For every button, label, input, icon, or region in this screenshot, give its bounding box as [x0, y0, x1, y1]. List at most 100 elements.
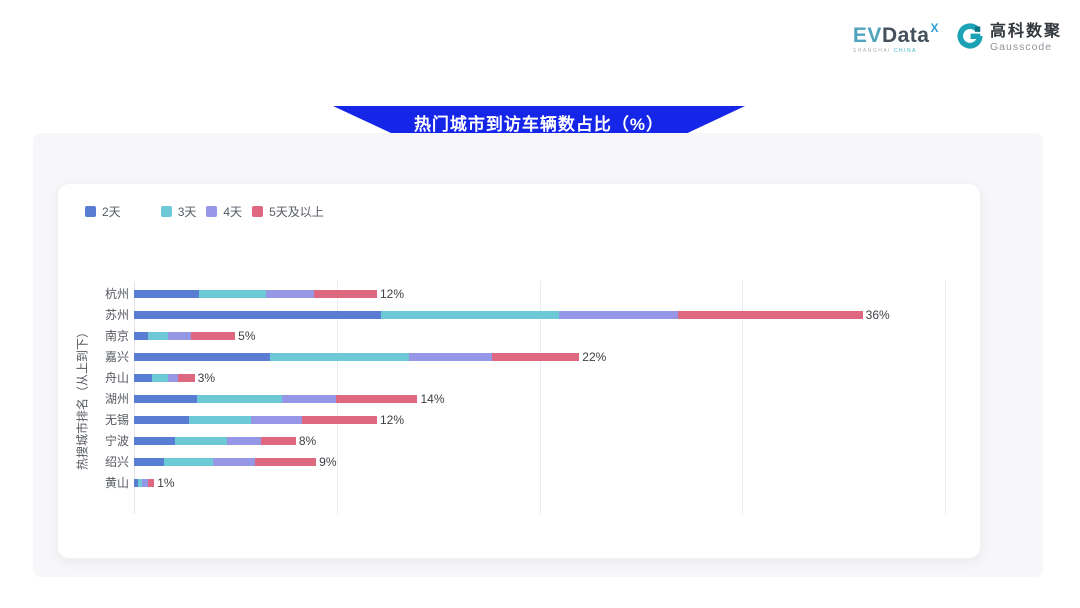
bar-segment [134, 373, 153, 382]
legend-item[interactable]: 4天 [206, 203, 242, 220]
bar-segment [269, 352, 410, 361]
bar-segment [336, 394, 418, 403]
bar-segment [251, 415, 303, 424]
bar-total-label: 12% [379, 412, 404, 427]
bar-segment [212, 457, 256, 466]
bar-track [134, 436, 296, 445]
bar-segment [227, 436, 262, 445]
chart-row: 杭州 12% [58, 283, 978, 304]
category-label: 无锡 [104, 413, 129, 427]
bar-segment [678, 310, 863, 319]
bar-total-label: 9% [319, 454, 337, 469]
evdata-logo: EVDataX SHANGHAI CHINA [853, 22, 939, 54]
bar-segment [152, 373, 169, 382]
bar-segment [409, 352, 493, 361]
bar-segment [134, 415, 189, 424]
bar-segment [134, 331, 149, 340]
legend-label: 2天 [102, 205, 121, 219]
bar-total-label: 22% [582, 349, 607, 364]
evdata-wordmark: EVDataX [853, 22, 939, 46]
gausscode-logo: 高科数聚 Gausscode [957, 23, 1062, 54]
category-label: 南京 [104, 329, 129, 343]
bar-track [134, 457, 317, 466]
title-banner: 热门城市到访车辆数占比（%） [333, 106, 745, 138]
legend-swatch [252, 206, 264, 217]
bar-segment [281, 394, 337, 403]
evdata-data-text: Data [881, 24, 930, 47]
bar-track [134, 331, 236, 340]
bar-total-label: 1% [157, 475, 175, 490]
legend-item[interactable]: 3天 [160, 203, 196, 220]
legend-item[interactable]: 5天及以上 [252, 203, 324, 220]
bar-segment [255, 457, 317, 466]
bar-track [134, 289, 377, 298]
bar-segment [134, 289, 199, 298]
header-logos: EVDataX SHANGHAI CHINA 高科数聚 Gausscode [853, 22, 1062, 54]
legend-item[interactable]: 2天 [85, 203, 121, 220]
chart-row: 苏州 36% [58, 304, 978, 325]
category-label: 杭州 [104, 287, 129, 301]
bar-segment [142, 478, 149, 487]
bar-segment [178, 373, 195, 382]
gausscode-cn-label: 高科数聚 [989, 22, 1062, 40]
gridline [742, 281, 744, 514]
bar-segment [198, 289, 266, 298]
page-title: 热门城市到访车辆数占比（%） [413, 114, 665, 134]
bar-track [134, 310, 863, 319]
category-label: 苏州 [104, 308, 129, 322]
chart-row: 嘉兴 22% [58, 346, 978, 367]
chart-row: 宁波 8% [58, 430, 978, 451]
legend-swatch [160, 206, 172, 217]
bar-track [134, 352, 580, 361]
bar-segment [196, 394, 282, 403]
gridline [944, 281, 946, 514]
category-label: 绍兴 [104, 455, 129, 469]
chart-legend: 2天 3天 4天 5天及以上 [85, 203, 335, 220]
bar-segment [134, 457, 165, 466]
evdata-subtext: SHANGHAI CHINA [852, 48, 917, 54]
category-label: 黄山 [104, 476, 129, 490]
chart-row: 无锡 12% [58, 409, 978, 430]
bar-total-label: 8% [298, 433, 317, 448]
chart-row: 湖州 14% [58, 388, 978, 409]
bar-segment [134, 352, 270, 361]
bar-segment [138, 478, 142, 487]
bar-segment [302, 415, 377, 424]
bar-total-label: 12% [379, 286, 405, 301]
legend-swatch [206, 206, 218, 217]
bar-total-label: 5% [238, 328, 256, 343]
evdata-ev-text: EV [852, 24, 882, 47]
chart-row: 舟山 3% [58, 367, 978, 388]
bar-segment [148, 478, 155, 487]
legend-label: 4天 [223, 205, 243, 219]
bar-segment [168, 331, 191, 340]
bar-segment [168, 373, 179, 382]
bar-track [134, 478, 155, 487]
gausscode-g-icon [957, 22, 983, 54]
bar-segment [188, 415, 252, 424]
bar-track [134, 415, 377, 424]
bar-segment [492, 352, 580, 361]
bar-segment [261, 436, 296, 445]
bar-segment [314, 289, 377, 298]
bar-segment [265, 289, 315, 298]
bar-segment [134, 436, 175, 445]
chart-row: 黄山 1% [58, 472, 978, 493]
bar-segment [164, 457, 213, 466]
chart-rows: 杭州 12% 苏州 36% 南京 5% 嘉兴 22% 舟山 3% 湖州 14% 无锡 12% 宁波 8% 绍兴 9… [58, 283, 978, 493]
bar-total-label: 36% [865, 307, 890, 322]
bar-segment [134, 310, 381, 319]
bar-segment [381, 310, 560, 319]
bar-track [134, 373, 195, 382]
gridline [539, 281, 541, 514]
bar-segment [134, 478, 138, 487]
bar-total-label: 14% [420, 391, 445, 406]
bar-segment [190, 331, 236, 340]
evdata-x-icon: X [930, 21, 939, 35]
category-label: 嘉兴 [104, 350, 129, 364]
gausscode-text: 高科数聚 Gausscode [990, 23, 1062, 53]
chart-card: 2天 3天 4天 5天及以上 热搜城市排名（从上到下） 杭州 12% 苏州 36% 南京 5% 嘉… [57, 183, 981, 559]
category-label: 湖州 [104, 392, 129, 406]
chart-row: 绍兴 9% [58, 451, 978, 472]
bar-segment [134, 394, 197, 403]
